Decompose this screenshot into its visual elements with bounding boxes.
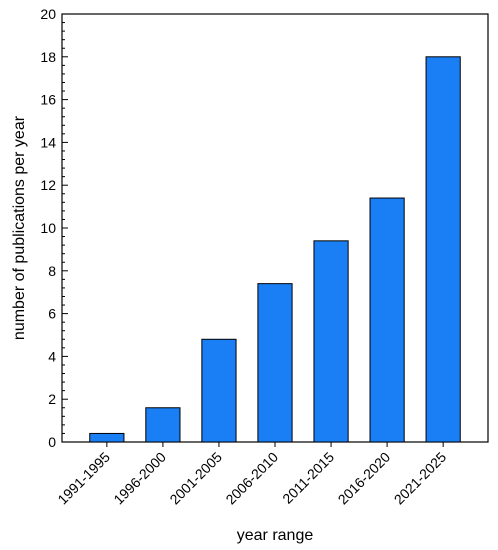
y-tick-label: 8 [48,263,56,279]
y-tick-label: 16 [40,92,56,108]
bar [201,338,237,443]
bars [89,56,461,443]
y-tick-label: 6 [48,306,56,322]
y-tick-label: 18 [40,49,56,65]
x-tick-label: 2001-2005 [166,449,225,508]
bar [369,197,405,443]
x-axis-title: year range [237,527,314,544]
x-tick-label: 2021-2025 [391,449,450,508]
x-axis: 1991-19951996-20002001-20052006-20102011… [54,442,449,507]
y-axis: 0 2 4 6 8 10 12 14 16 18 20 [40,6,68,450]
y-tick-label: 14 [40,134,56,150]
y-tick-label: 12 [40,177,56,193]
x-tick-label: 2016-2020 [335,449,394,508]
bar [313,240,349,443]
y-axis-title: number of publications per year [11,115,28,340]
x-tick-label: 2006-2010 [222,449,281,508]
y-tick-label: 4 [48,348,56,364]
y-tick-label: 2 [48,391,56,407]
bar [425,56,461,443]
bar [257,283,293,443]
bar [89,432,125,443]
y-tick-label: 10 [40,220,56,236]
x-tick-label: 1996-2000 [110,449,169,508]
x-tick-label: 2011-2015 [279,449,337,507]
y-tick-label: 20 [40,6,56,22]
y-tick-label: 0 [48,434,56,450]
x-tick-label: 1991-1995 [54,449,113,508]
bar [145,407,181,443]
